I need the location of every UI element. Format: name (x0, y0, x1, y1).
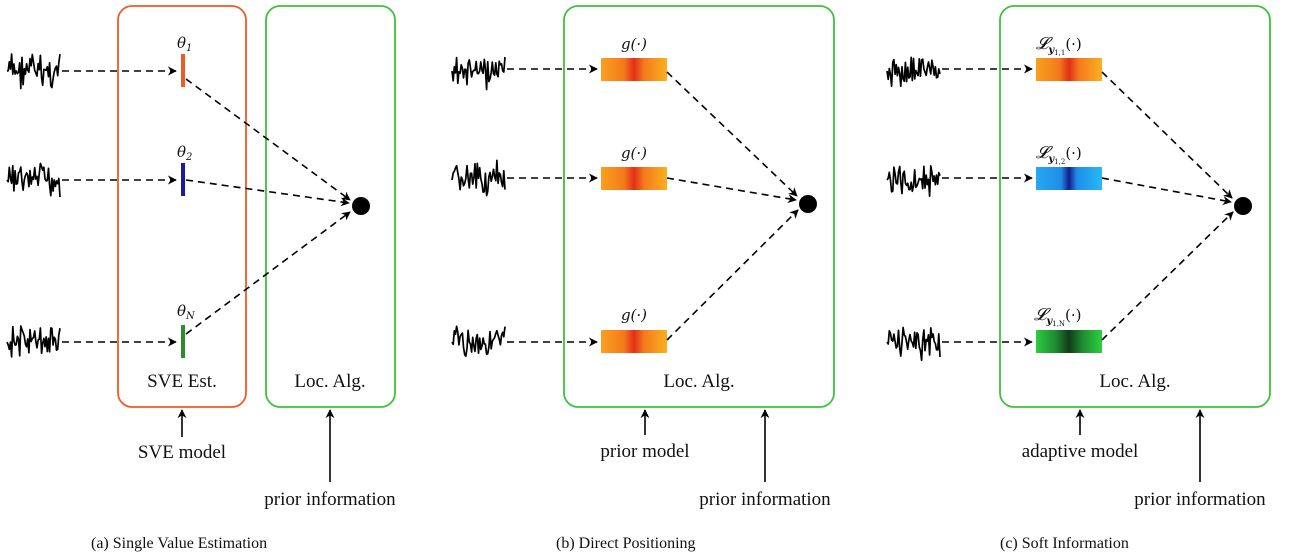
theta-2-marker (181, 163, 185, 196)
theta-1-marker (181, 54, 185, 87)
prior-information-label-a: prior information (264, 489, 396, 510)
prior-information-label-c: prior information (1134, 489, 1266, 510)
signal-waveform-a3 (6, 325, 61, 358)
signal-waveform-b2 (451, 159, 506, 197)
caption-a: (a) Single Value Estimation (91, 535, 267, 552)
sve-estimator-box (117, 5, 247, 408)
panel-c: 𝓛y1,1(·) 𝓛y1,2(·) 𝓛y1,N(·) Loc. Alg. ada… (886, 5, 1271, 552)
g-label-2: g(·) (621, 144, 647, 162)
prior-model-label: prior model (600, 441, 689, 462)
adaptive-model-label: adaptive model (1022, 441, 1139, 462)
L-label-3: 𝓛y1,N(·) (1034, 305, 1081, 328)
sve-box-label: SVE Est. (147, 371, 217, 392)
loc-box-label-b: Loc. Alg. (663, 371, 734, 392)
loc-alg-box-a (265, 5, 396, 408)
signal-waveform-c2 (886, 165, 941, 197)
loc-box-label-c: Loc. Alg. (1099, 371, 1170, 392)
L-label-1: 𝓛y1,1(·) (1036, 34, 1082, 57)
arrow-g-3-to-node (666, 209, 799, 341)
soft-info-strip-2 (1036, 167, 1102, 190)
loc-alg-box-c (999, 5, 1271, 408)
theta-2-label: θ2 (177, 143, 192, 163)
g-function-strip-3 (601, 330, 667, 353)
soft-info-strip-3 (1036, 330, 1102, 353)
panel-b: g(·) g(·) g(·) Loc. Alg. prior model pri… (451, 5, 835, 552)
loc-box-label-a: Loc. Alg. (294, 371, 365, 392)
arrow-L-3-to-node (1101, 211, 1234, 341)
caption-c: (c) Soft Information (1000, 535, 1129, 552)
loc-alg-box-b (563, 5, 835, 408)
arrow-g-1-to-node (666, 71, 798, 197)
signal-waveform-b1 (451, 56, 506, 91)
arrow-g-2-to-node (666, 177, 797, 204)
prior-information-label-b: prior information (699, 489, 831, 510)
signal-waveform-a2 (6, 162, 61, 198)
theta-1-label: θ1 (177, 34, 192, 54)
theta-N-marker (181, 325, 185, 358)
signal-waveform-a1 (6, 53, 61, 90)
signal-waveform-c1 (886, 56, 941, 88)
position-node-a (352, 197, 370, 215)
g-function-strip-2 (601, 167, 667, 190)
signal-waveform-c3 (886, 326, 941, 362)
g-label-3: g(·) (621, 306, 647, 324)
caption-b: (b) Direct Positioning (556, 535, 696, 552)
arrow-theta-N-to-node (185, 211, 351, 335)
arrow-L-1-to-node (1101, 71, 1233, 199)
g-function-strip-1 (601, 58, 667, 81)
arrow-theta-2-to-node (185, 179, 350, 207)
arrow-theta-1-to-node (185, 78, 351, 201)
position-node-c (1234, 197, 1252, 215)
theta-N-label: θN (177, 302, 196, 322)
g-label-1: g(·) (621, 35, 647, 53)
arrow-L-2-to-node (1101, 177, 1232, 205)
sve-model-label: SVE model (138, 442, 226, 463)
signal-waveform-b3 (451, 325, 506, 358)
L-label-2: 𝓛y1,2(·) (1036, 143, 1082, 166)
soft-info-strip-1 (1036, 58, 1102, 81)
panel-a: θ1 θ2 θN SVE Est. Loc. Alg. SVE model pr… (6, 5, 396, 552)
position-node-b (799, 195, 817, 213)
